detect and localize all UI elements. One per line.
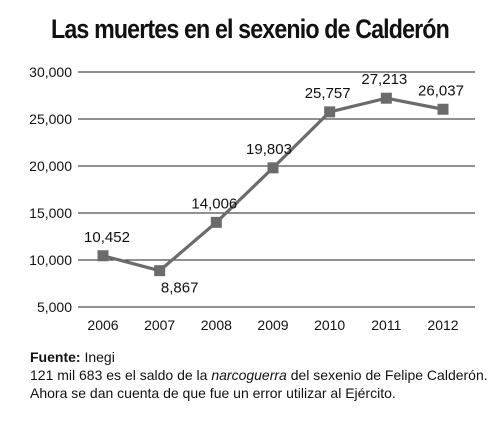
- gridlines: [78, 71, 475, 308]
- source-label: Fuente:: [30, 349, 81, 365]
- data-label: 8,867: [161, 280, 199, 297]
- data-point-marker: [324, 106, 336, 118]
- y-tick-label: 10,000: [29, 252, 72, 268]
- note-prefix: 121 mil 683 es el saldo de la: [30, 367, 212, 383]
- data-label: 19,803: [246, 141, 292, 158]
- source-line: Fuente: Inegi: [30, 348, 495, 366]
- x-tick-label: 2007: [144, 317, 175, 333]
- y-tick-label: 25,000: [29, 111, 72, 127]
- x-tick-label: 2011: [371, 317, 401, 333]
- y-tick-label: 15,000: [29, 205, 72, 221]
- series-line: [102, 96, 444, 273]
- y-tick-label: 5,000: [37, 299, 72, 315]
- y-axis-ticks: 5,000 10,000 15,000 20,000 25,000 30,000: [29, 64, 72, 315]
- data-point-marker: [267, 162, 279, 174]
- note-line-1: 121 mil 683 es el saldo de la narcoguerr…: [30, 366, 495, 384]
- data-label: 25,757: [305, 85, 351, 102]
- note-suffix: del sexenio de Felipe Calderón.: [286, 367, 488, 383]
- note-italic-term: narcoguerra: [211, 367, 287, 383]
- y-tick-label: 20,000: [29, 158, 72, 174]
- note-line-2: Ahora se dan cuenta de que fue un error …: [30, 385, 396, 401]
- data-point-marker: [437, 103, 449, 115]
- data-labels: 10,452 8,867 14,006 19,803 25,757 27,213 26,03…: [84, 71, 464, 296]
- data-label: 14,006: [191, 195, 237, 212]
- data-label: 10,452: [84, 229, 130, 246]
- x-axis-ticks: 2006 2007 2008 2009 2010 2011 2012: [87, 317, 458, 333]
- data-point-marker: [154, 265, 166, 277]
- x-tick-label: 2008: [201, 317, 232, 333]
- chart-footer: Fuente: Inegi 121 mil 683 es el saldo de…: [30, 348, 495, 402]
- x-tick-label: 2006: [87, 317, 118, 333]
- y-tick-label: 30,000: [29, 64, 72, 80]
- data-point-marker: [380, 92, 392, 104]
- data-point-marker: [97, 250, 109, 262]
- series-line-layer: [102, 96, 444, 273]
- source-value: Inegi: [80, 349, 115, 365]
- chart-title: Las muertes en el sexenio de Calderón: [51, 14, 450, 44]
- x-tick-label: 2010: [314, 317, 345, 333]
- data-label: 26,037: [418, 82, 464, 99]
- data-point-marker: [210, 216, 222, 228]
- x-tick-label: 2012: [427, 317, 458, 333]
- data-markers: [97, 92, 449, 277]
- data-label: 27,213: [361, 71, 407, 88]
- x-tick-label: 2009: [257, 317, 288, 333]
